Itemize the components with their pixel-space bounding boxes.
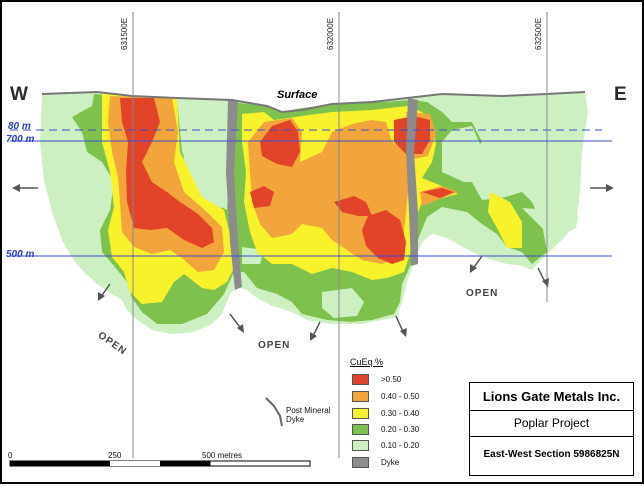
section-name: East-West Section 5986825N: [483, 449, 620, 460]
open-arrows: [12, 184, 614, 341]
arrowhead-s2: [310, 332, 317, 341]
open-label-east: OPEN: [466, 288, 499, 299]
zone-gt-0-50-d: [334, 196, 372, 216]
legend-item: 0.30 - 0.40: [352, 408, 419, 419]
legend-swatch: [352, 391, 369, 402]
legend-label: Dyke: [381, 458, 400, 467]
easting-label-1: 631500E: [120, 17, 129, 50]
arrowhead-west: [12, 184, 20, 192]
legend-title: CuEq %: [350, 357, 384, 367]
elevation-label-500: 500 m: [6, 249, 35, 260]
surface-label: Surface: [277, 89, 318, 101]
scale-label-500: 500 metres: [202, 451, 243, 460]
zone-gt-0-50-g: [422, 188, 454, 198]
elevation-label-700: 700 m: [6, 134, 35, 145]
post-mineral-dyke-label: Post Mineral Dyke: [286, 406, 331, 424]
company-name: Lions Gate Metals Inc.: [470, 383, 633, 411]
arrowhead-s3: [400, 328, 407, 337]
arrowhead-east: [606, 184, 614, 192]
legend-swatch: [352, 457, 369, 468]
surface-line: [41, 90, 586, 114]
elevation-label-80: 80 m: [8, 121, 31, 132]
arrowhead-s1: [237, 324, 244, 333]
legend-label: 0.30 - 0.40: [381, 409, 420, 418]
project-name: Poplar Project: [470, 411, 633, 437]
legend-label: 0.10 - 0.20: [381, 441, 420, 450]
legend-label: 0.40 - 0.50: [381, 392, 420, 401]
scale-label-0: 0: [8, 451, 13, 460]
easting-label-3: 632500E: [534, 17, 543, 50]
legend-label: >0.50: [381, 375, 402, 384]
direction-west-label: W: [10, 84, 28, 105]
legend-item: >0.50: [352, 374, 401, 385]
legend-swatch: [352, 424, 369, 435]
legend-item: Dyke: [352, 457, 399, 468]
legend-swatch: [352, 408, 369, 419]
title-block: Lions Gate Metals Inc. Poplar Project Ea…: [469, 382, 634, 476]
legend-swatch: [352, 374, 369, 385]
zone-gt-0-50: [120, 98, 214, 248]
dyke-east: [406, 98, 418, 266]
legend-swatch: [352, 440, 369, 451]
zone-0-30-0-40-c: [488, 192, 522, 248]
scale-bar-seg-4: [209, 460, 311, 467]
scale-bar-seg-3: [160, 461, 210, 466]
scale-label-250: 250: [108, 451, 122, 460]
arrowhead-s5: [542, 278, 549, 287]
open-label-center: OPEN: [258, 340, 291, 351]
zone-gt-0-50-b: [260, 120, 300, 167]
zone-gt-0-50-e: [362, 210, 406, 264]
scale-bar-seg-1: [10, 461, 110, 466]
legend-item: 0.20 - 0.30: [352, 424, 419, 435]
zone-inner-light-3: [522, 208, 578, 238]
post-mineral-dyke-symbol: [265, 397, 283, 427]
zone-gt-0-50-c: [250, 186, 274, 208]
legend-item: 0.40 - 0.50: [352, 391, 419, 402]
easting-label-2: 632000E: [326, 17, 335, 50]
arrowhead-sw: [98, 292, 105, 301]
dyke-west: [226, 100, 242, 290]
zone-inner-light-2: [442, 126, 480, 182]
scale-bar-seg-2: [110, 461, 160, 466]
legend-label: 0.20 - 0.30: [381, 425, 420, 434]
direction-east-label: E: [614, 84, 627, 105]
zone-inner-light-4: [322, 288, 364, 318]
legend-item: 0.10 - 0.20: [352, 440, 419, 451]
arrowhead-s4: [470, 264, 477, 273]
